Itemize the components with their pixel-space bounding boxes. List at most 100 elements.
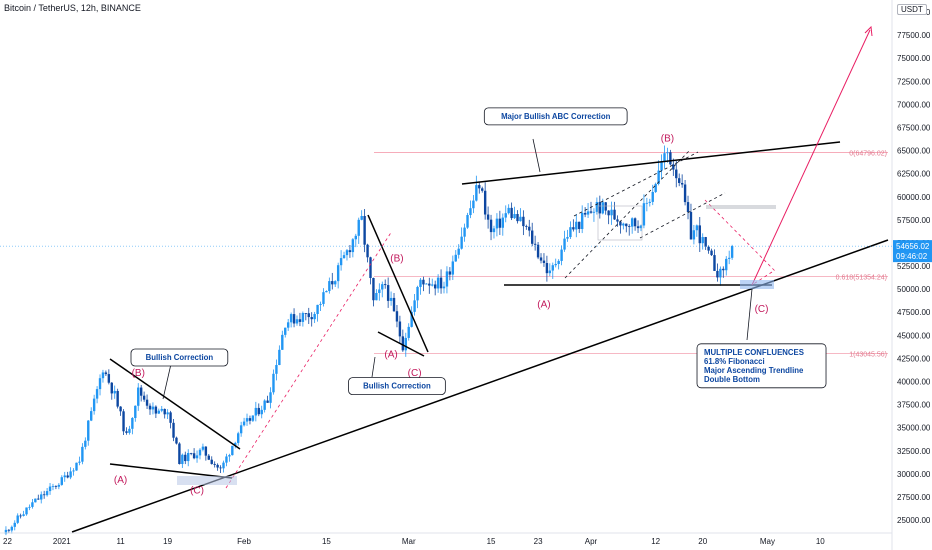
annotation-text: Double Bottom <box>704 375 760 384</box>
candle-body <box>219 467 222 469</box>
candle-body <box>525 226 528 227</box>
candle-body <box>598 201 602 214</box>
support-zone-1 <box>177 476 237 485</box>
time-tick-label: 15 <box>487 537 496 546</box>
candle-body <box>666 152 669 154</box>
price-axis[interactable]: 25000.00 27500.00 30000.00 32500.00 35000.00… <box>897 8 931 525</box>
annotation-box <box>130 348 229 367</box>
candle-body <box>680 182 684 185</box>
candle-body <box>448 271 452 275</box>
candle-body <box>284 327 287 335</box>
candle-body <box>436 277 440 289</box>
candle-body <box>522 216 525 227</box>
candle-body <box>145 399 149 406</box>
candle-body <box>730 246 734 258</box>
candle-body <box>278 349 281 366</box>
candle-body <box>601 202 604 214</box>
candle-body <box>704 237 707 247</box>
candle-body <box>172 422 175 438</box>
abc-upper-line <box>461 141 841 185</box>
candle-body <box>445 271 449 287</box>
candle-body <box>289 314 293 323</box>
time-axis[interactable]: 22 2021 11 19 Feb 15 Mar 15 23 Apr 12 20 May 10 <box>3 537 825 546</box>
time-tick-label: 23 <box>534 537 543 546</box>
candle-body <box>242 421 246 426</box>
candle-body <box>266 400 269 403</box>
candle-body <box>516 214 519 222</box>
fib-label: 0(64796.02) <box>849 150 887 157</box>
candle-body <box>92 398 96 412</box>
candle-body <box>384 284 387 286</box>
candle-body <box>272 373 275 393</box>
candle-body <box>557 260 560 264</box>
candle-body <box>481 188 484 191</box>
callout-pointer <box>162 363 172 400</box>
annotation-text: Major Bullish ABC Correction <box>501 112 611 121</box>
annotation-box <box>696 343 827 389</box>
candle-body <box>110 382 113 394</box>
wave-label: (A) <box>537 300 550 311</box>
candle-body <box>533 243 537 245</box>
candle-body <box>57 484 61 487</box>
price-tick-label: 25000.00 <box>897 516 931 525</box>
currency-button[interactable]: USDT <box>897 4 927 15</box>
candle-body <box>589 211 593 213</box>
candle-body <box>354 235 357 240</box>
resistance-zone <box>706 205 776 209</box>
time-tick-label: 20 <box>698 537 707 546</box>
candle-body <box>375 292 378 301</box>
candle-body <box>539 257 543 261</box>
candle-body <box>713 255 716 271</box>
candle-body <box>686 202 690 213</box>
time-tick-label: 22 <box>3 537 12 546</box>
time-tick-label: Apr <box>585 537 598 546</box>
candle-body <box>475 185 478 201</box>
candle-body <box>513 214 516 219</box>
candle-body <box>234 442 237 446</box>
candle-body <box>633 218 637 227</box>
candle-body <box>425 283 428 285</box>
candle-body <box>719 268 722 278</box>
candle-body <box>695 225 699 231</box>
candle-body <box>119 406 122 412</box>
candle-body <box>613 209 616 220</box>
candle-body <box>4 529 8 534</box>
candle-body <box>586 211 590 215</box>
candle-body <box>148 405 152 410</box>
price-tick-label: 27500.00 <box>897 493 931 502</box>
candle-body <box>66 475 69 478</box>
candle-body <box>157 410 161 414</box>
annotation-major-abc: Major Bullish ABC Correction <box>483 107 628 126</box>
channel-mid-line <box>639 192 726 239</box>
candle-body <box>630 218 634 227</box>
candle-body <box>84 440 87 447</box>
candle-body <box>251 415 255 421</box>
candle-body <box>122 411 125 432</box>
candle-body <box>163 408 166 415</box>
candle-body <box>683 184 687 203</box>
price-tick-label: 42500.00 <box>897 354 931 363</box>
candle-body <box>478 185 481 189</box>
candle-body <box>404 337 407 351</box>
candle-body <box>398 321 402 337</box>
candle-body <box>401 336 405 351</box>
annotation-bullish-correction-1: Bullish Correction <box>130 348 229 367</box>
price-tick-label: 37500.00 <box>897 401 931 410</box>
wave-label: (B) <box>390 253 403 264</box>
candle-body <box>483 190 487 215</box>
candle-body <box>313 313 316 320</box>
candle-body <box>13 522 16 527</box>
price-tick-label: 60000.00 <box>897 193 931 202</box>
time-tick-label: 19 <box>163 537 172 546</box>
candle-body <box>72 470 75 472</box>
candle-body <box>195 455 199 459</box>
wave-label: (C) <box>755 304 769 315</box>
candle-body <box>225 456 228 463</box>
candle-body <box>545 263 549 274</box>
candle-body <box>263 400 266 410</box>
candle-body <box>151 406 155 410</box>
candle-body <box>189 452 193 454</box>
candle-body <box>125 431 128 433</box>
candle-body <box>210 459 213 464</box>
